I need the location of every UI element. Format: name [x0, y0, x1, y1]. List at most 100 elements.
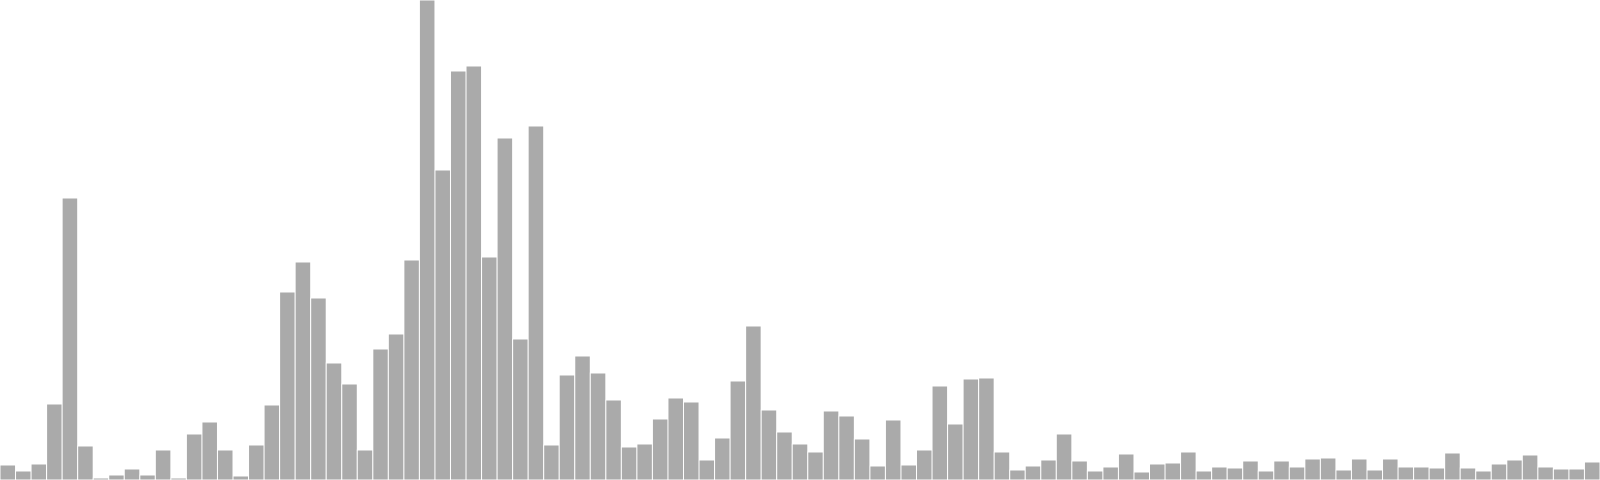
- histogram-bar: [807, 451, 824, 480]
- histogram-bar: [1382, 458, 1399, 480]
- histogram-bar: [1102, 466, 1119, 480]
- histogram-bar: [869, 465, 886, 480]
- histogram-bar: [481, 256, 498, 480]
- histogram-bar: [916, 449, 933, 480]
- histogram-bar: [496, 137, 514, 480]
- histogram-bar: [683, 401, 700, 480]
- histogram-bar: [325, 362, 343, 480]
- histogram-bar: [776, 431, 793, 480]
- histogram-bar: [1506, 459, 1523, 480]
- histogram-bar: [434, 169, 451, 480]
- histogram-bar: [139, 474, 156, 480]
- histogram-bar: [527, 125, 545, 480]
- histogram-bar: [1164, 462, 1182, 480]
- histogram-bar: [760, 409, 778, 480]
- histogram-bar: [962, 378, 980, 480]
- histogram-bar: [1009, 469, 1026, 480]
- histogram-bar: [1428, 467, 1446, 480]
- histogram-bar: [1211, 466, 1228, 480]
- histogram-bar: [884, 419, 902, 480]
- histogram-bar: [1117, 453, 1135, 480]
- histogram-bar: [356, 449, 374, 480]
- histogram-bar: [154, 449, 172, 480]
- histogram-bar: [1180, 451, 1197, 480]
- histogram-bar: [46, 403, 63, 480]
- histogram-bar: [558, 374, 576, 480]
- histogram-bar: [1537, 466, 1554, 480]
- histogram-bar: [61, 197, 79, 480]
- histogram-bar: [947, 423, 964, 480]
- histogram-bar: [853, 438, 871, 480]
- histogram-bar: [1490, 463, 1508, 480]
- histogram-bar: [574, 355, 591, 480]
- histogram-bar: [1055, 433, 1073, 480]
- histogram-bar: [1583, 461, 1600, 480]
- histogram-bar: [294, 261, 312, 480]
- histogram-bar: [1319, 457, 1337, 480]
- histogram-bar: [465, 65, 483, 480]
- histogram-bar: [900, 464, 917, 480]
- histogram-bar: [1397, 466, 1415, 480]
- histogram-bar: [15, 470, 32, 480]
- histogram-bar: [1288, 466, 1306, 480]
- histogram-bar: [1242, 460, 1259, 480]
- histogram-bar: [1366, 469, 1384, 480]
- histogram-bar: [729, 380, 747, 480]
- histogram-bar: [993, 451, 1011, 480]
- histogram-bar: [387, 333, 405, 480]
- histogram-bar: [216, 449, 234, 480]
- histogram-bar: [232, 475, 250, 480]
- histogram-bar: [791, 443, 809, 480]
- histogram-bar: [745, 325, 762, 480]
- histogram-bar: [822, 410, 840, 480]
- histogram-bar: [605, 399, 622, 480]
- histogram-bar: [449, 70, 467, 480]
- histogram-bar: [651, 418, 669, 480]
- histogram-bar: [310, 297, 327, 480]
- histogram-bar: [931, 385, 949, 480]
- histogram-bar: [1475, 470, 1492, 480]
- histogram-bar: [1459, 467, 1477, 480]
- histogram-bar: [667, 397, 684, 480]
- histogram-bar: [1304, 458, 1321, 480]
- histogram-bar: [978, 377, 995, 480]
- histogram-bar: [123, 468, 141, 480]
- histogram-bar: [1521, 454, 1539, 480]
- histogram-bar: [1040, 459, 1057, 480]
- histogram-bar: [248, 444, 265, 480]
- histogram-bar: [838, 415, 855, 480]
- histogram-bar: [589, 372, 607, 480]
- histogram-bar: [1024, 465, 1042, 480]
- histogram-bar: [698, 459, 716, 480]
- histogram-bar: [1552, 468, 1570, 480]
- histogram-bar: [512, 338, 529, 480]
- histogram-bar: [1350, 458, 1368, 480]
- histogram-bar: [201, 421, 218, 480]
- histogram-bar: [77, 445, 94, 480]
- histogram-bar: [1273, 460, 1290, 480]
- histogram-bar: [263, 404, 281, 480]
- histogram-bar: [714, 437, 731, 480]
- histogram-bar: [636, 443, 653, 480]
- histogram-bar: [1335, 469, 1352, 480]
- histogram-bar: [418, 0, 436, 480]
- histogram-bar: [1071, 460, 1088, 480]
- histogram-bar: [0, 464, 17, 480]
- histogram-bar: [185, 433, 203, 480]
- histogram-bar: [1149, 463, 1166, 480]
- histogram-bar: [1195, 470, 1213, 480]
- histogram-bar: [372, 348, 389, 480]
- histogram-bar: [341, 383, 358, 480]
- histogram-bar: [108, 474, 125, 480]
- histogram-bar: [620, 446, 638, 480]
- histogram-bar: [1568, 468, 1585, 480]
- histogram-bar: [1133, 471, 1151, 480]
- histogram-bar: [543, 444, 560, 480]
- histogram-bar: [403, 259, 420, 480]
- histogram-bar: [1444, 452, 1461, 480]
- histogram-bar: [1413, 466, 1430, 480]
- histogram-bar: [30, 463, 48, 480]
- histogram-bar: [1086, 470, 1104, 480]
